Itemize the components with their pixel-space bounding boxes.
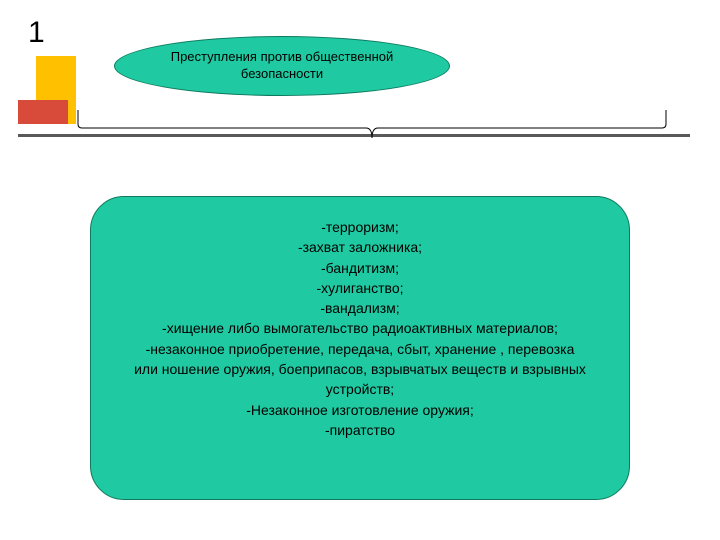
content-line: -незаконное приобретение, передача, сбыт… xyxy=(103,339,617,359)
content-line: -захват заложника; xyxy=(103,237,617,257)
content-line: -вандализм; xyxy=(103,298,617,318)
content-box: -терроризм;-захват заложника;-бандитизм;… xyxy=(90,196,630,500)
header-ellipse: Преступления против общественной безопас… xyxy=(114,36,450,96)
content-line: -пиратство xyxy=(103,420,617,440)
content-line: -бандитизм; xyxy=(103,258,617,278)
content-line: -Незаконное изготовление оружия; xyxy=(103,400,617,420)
slide-number: 1 xyxy=(28,16,45,50)
content-line: или ношение оружия, боеприпасов, взрывча… xyxy=(103,359,617,379)
content-line: -хищение либо вымогательство радиоактивн… xyxy=(103,318,617,338)
content-line: -терроризм; xyxy=(103,217,617,237)
content-line: устройств; xyxy=(103,379,617,399)
deco-red-block xyxy=(18,100,68,124)
content-line: -хулиганство; xyxy=(103,278,617,298)
bracket-connector xyxy=(76,108,668,144)
header-text: Преступления против общественной безопас… xyxy=(151,49,413,83)
